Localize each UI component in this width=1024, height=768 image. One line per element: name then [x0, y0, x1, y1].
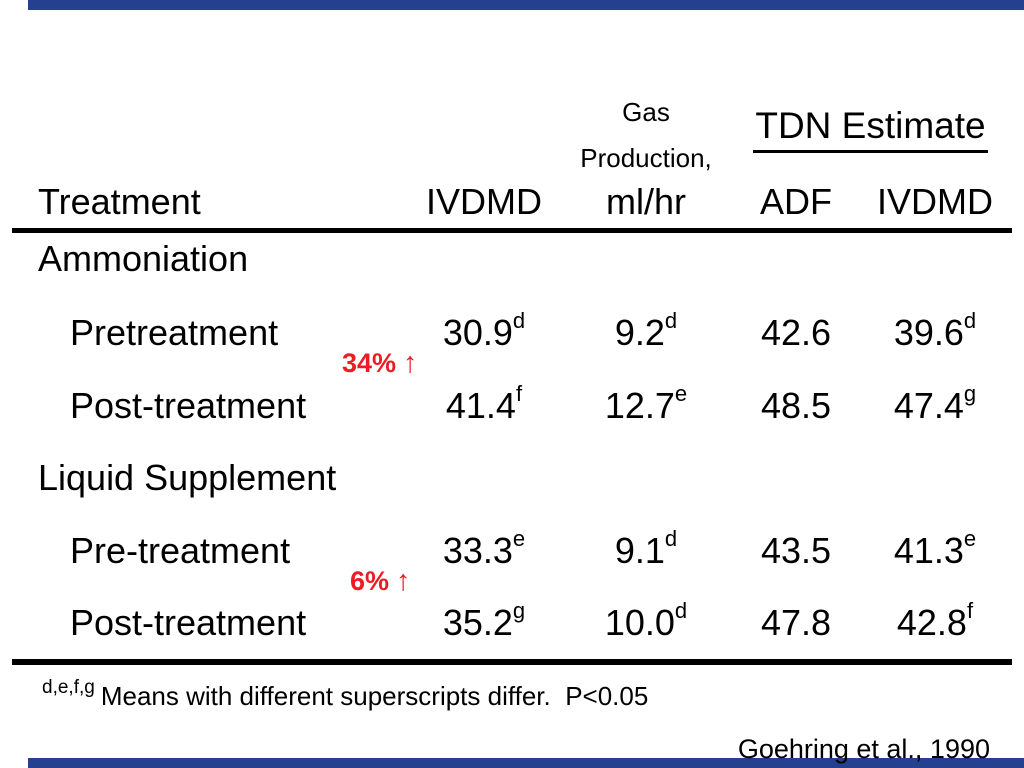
cell-superscript: f: [515, 381, 523, 406]
cell-tdn-ivdmd: 39.6d: [860, 308, 1010, 355]
cell-value: 47.8: [760, 602, 832, 643]
cell-ivdmd: 30.9d: [409, 308, 559, 355]
cell-superscript: g: [512, 598, 526, 623]
cell-superscript: d: [512, 308, 526, 333]
column-header-row: Treatment IVDMD ml/hr ADF IVDMD: [0, 180, 1024, 224]
cell-adf: 48.5: [731, 384, 861, 428]
cell-gas: 9.2d: [566, 308, 726, 355]
cell-value: 42.6: [760, 312, 832, 353]
cell-value: 30.9: [442, 312, 513, 353]
cell-adf: 47.8: [731, 601, 861, 645]
up-arrow-icon: ↑: [396, 565, 411, 597]
adf-column-header: ADF: [760, 181, 832, 222]
cell-superscript: d: [664, 308, 678, 333]
cell-ivdmd: 33.3e: [409, 526, 559, 573]
section-label: Ammoniation: [38, 238, 249, 279]
cell-value: 43.5: [760, 530, 832, 571]
table-bottom-rule: [12, 659, 1012, 665]
cell-superscript: g: [963, 381, 977, 406]
change-percent: 6%: [350, 566, 390, 596]
change-annotation-34pct: 34% ↑: [342, 348, 418, 378]
row-label: Pretreatment: [70, 312, 279, 353]
section-header-liquid-supplement: Liquid Supplement: [0, 456, 1024, 500]
section-label: Liquid Supplement: [38, 457, 337, 498]
ivdmd-column-header: IVDMD: [426, 181, 542, 222]
cell-ivdmd: 41.4f: [409, 381, 559, 428]
table-row-pretreatment: Pretreatment 30.9d 9.2d 42.6 39.6d: [0, 308, 1024, 355]
cell-gas: 10.0d: [566, 598, 726, 645]
cell-superscript: d: [963, 308, 977, 333]
row-label: Post-treatment: [70, 602, 307, 643]
cell-gas: 9.1d: [566, 526, 726, 573]
tdn-estimate-title: TDN Estimate: [753, 104, 988, 153]
cell-value: 47.4: [893, 385, 964, 426]
tdn-estimate-header: TDN Estimate: [731, 104, 1010, 153]
cell-value: 48.5: [760, 385, 832, 426]
cell-tdn-ivdmd: 42.8f: [860, 598, 1010, 645]
table-row-pre-treatment: Pre-treatment 33.3e 9.1d 43.5 41.3e: [0, 526, 1024, 573]
cell-value: 42.8: [896, 602, 967, 643]
table-row-post-treatment-2: Post-treatment 35.2g 10.0d 47.8 42.8f: [0, 598, 1024, 645]
cell-gas: 12.7e: [566, 381, 726, 428]
top-accent-bar: [28, 0, 1024, 10]
cell-value: 10.0: [604, 602, 675, 643]
cell-superscript: e: [674, 381, 688, 406]
cell-tdn-ivdmd: 47.4g: [860, 381, 1010, 428]
table-row-post-treatment-1: Post-treatment 41.4f 12.7e 48.5 47.4g: [0, 381, 1024, 428]
gas-header-line1: Gas: [622, 97, 670, 127]
cell-superscript: d: [664, 526, 678, 551]
citation: Goehring et al., 1990: [737, 734, 990, 764]
cell-superscript: d: [674, 598, 688, 623]
gas-column-header-unit: ml/hr: [606, 181, 686, 222]
cell-superscript: e: [512, 526, 526, 551]
cell-adf: 43.5: [731, 529, 861, 573]
cell-value: 9.2: [614, 312, 665, 353]
footnote: d,e,f,g Means with different superscripts…: [42, 678, 649, 711]
table-top-rule: [12, 228, 1012, 233]
section-header-ammoniation: Ammoniation: [0, 237, 1024, 281]
change-percent: 34%: [342, 348, 397, 378]
row-label: Post-treatment: [70, 385, 307, 426]
cell-value: 9.1: [614, 530, 665, 571]
cell-ivdmd: 35.2g: [409, 598, 559, 645]
gas-header-line2: Production,: [580, 143, 712, 173]
cell-value: 39.6: [893, 312, 964, 353]
footnote-superscript: d,e,f,g: [42, 677, 95, 699]
treatment-column-header: Treatment: [38, 181, 201, 222]
tdn-ivdmd-column-header: IVDMD: [877, 181, 993, 222]
cell-superscript: e: [963, 526, 977, 551]
footnote-text: Means with different superscripts differ…: [100, 681, 649, 711]
cell-value: 41.3: [893, 530, 964, 571]
cell-adf: 42.6: [731, 311, 861, 355]
cell-value: 33.3: [442, 530, 513, 571]
change-annotation-6pct: 6% ↑: [350, 566, 411, 596]
cell-superscript: f: [966, 598, 974, 623]
cell-value: 35.2: [442, 602, 513, 643]
cell-tdn-ivdmd: 41.3e: [860, 526, 1010, 573]
cell-value: 12.7: [604, 385, 675, 426]
row-label: Pre-treatment: [70, 530, 291, 571]
up-arrow-icon: ↑: [403, 347, 418, 379]
bottom-accent-bar: [28, 758, 1024, 768]
cell-value: 41.4: [445, 385, 516, 426]
